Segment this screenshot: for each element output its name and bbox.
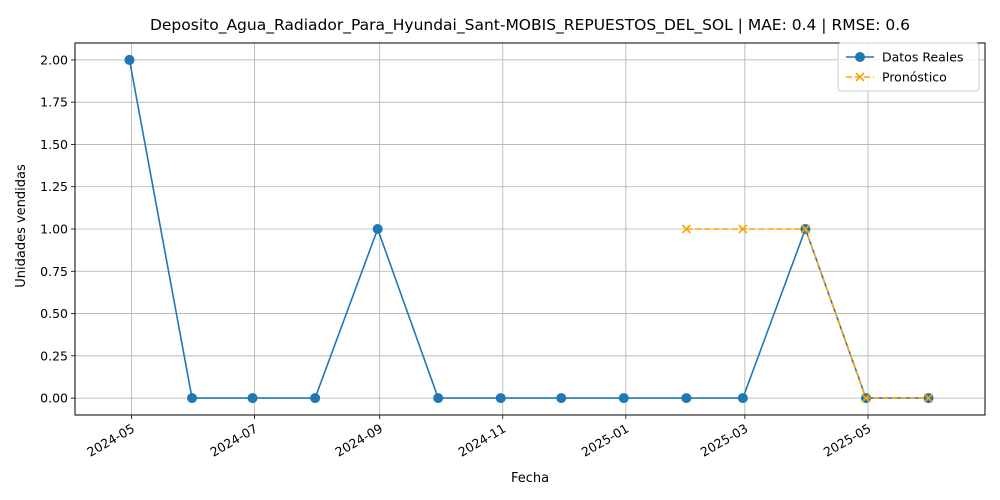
actual-data-point: [187, 393, 198, 404]
series-layer: [124, 54, 934, 404]
series-pronostico: [681, 224, 934, 403]
legend-label-1: Datos Reales: [882, 50, 963, 65]
legend-marker-2: [855, 72, 865, 82]
forecast-data-point: [923, 393, 934, 403]
actual-data-point: [681, 393, 692, 404]
actual-data-point: [737, 393, 748, 404]
x-tick-label: 2025-01: [579, 421, 632, 460]
y-axis-ticks: 0.00 0.25 0.50 0.75 1.00 1.25 1.50 1.75 2.00: [40, 52, 75, 406]
y-axis-label: Unidades vendidas: [14, 164, 29, 288]
actual-data-point: [310, 393, 321, 404]
actual-line: [128, 59, 929, 399]
y-tick-label: 0.50: [40, 306, 68, 321]
y-tick-label: 0.00: [40, 391, 68, 406]
x-tick-label: 2025-03: [698, 421, 751, 460]
x-tick-label: 2024-05: [84, 421, 137, 460]
actual-data-point: [618, 393, 629, 404]
legend-label-2: Pronóstico: [882, 70, 947, 85]
x-tick-label: 2024-11: [456, 421, 509, 460]
x-tick-label: 2024-09: [332, 421, 385, 460]
actual-data-point: [247, 393, 258, 404]
forecast-data-point: [681, 224, 691, 234]
x-axis-ticks: 2024-05 2024-07 2024-09 2024-11 2025-01 2025-…: [84, 415, 873, 460]
forecast-data-point: [738, 224, 748, 234]
y-tick-label: 0.25: [40, 348, 68, 363]
forecast-data-point: [861, 393, 871, 403]
y-tick-label: 0.75: [40, 264, 68, 279]
y-tick-label: 1.25: [40, 179, 68, 194]
actual-data-point: [495, 393, 506, 404]
actual-data-point: [433, 393, 444, 404]
legend: Datos Reales Pronóstico: [837, 42, 980, 92]
chart-title: Deposito_Agua_Radiador_Para_Hyundai_Sant…: [150, 16, 910, 35]
y-tick-label: 1.00: [40, 222, 68, 237]
legend-box: [837, 42, 980, 92]
y-tick-label: 1.75: [40, 95, 68, 110]
x-axis-label: Fecha: [511, 471, 549, 486]
legend-marker-1: [855, 52, 865, 62]
actual-data-point: [556, 393, 567, 404]
x-tick-label: 2025-05: [821, 421, 874, 460]
forecast-data-point: [800, 224, 810, 234]
actual-data-point: [372, 224, 383, 234]
y-tick-label: 1.50: [40, 137, 68, 152]
grid-lines: [75, 43, 985, 415]
legend-entries: Datos Reales Pronóstico: [846, 50, 963, 85]
y-tick-label: 2.00: [40, 52, 68, 67]
x-tick-label: 2024-07: [207, 421, 260, 460]
actual-data-point: [124, 54, 135, 65]
